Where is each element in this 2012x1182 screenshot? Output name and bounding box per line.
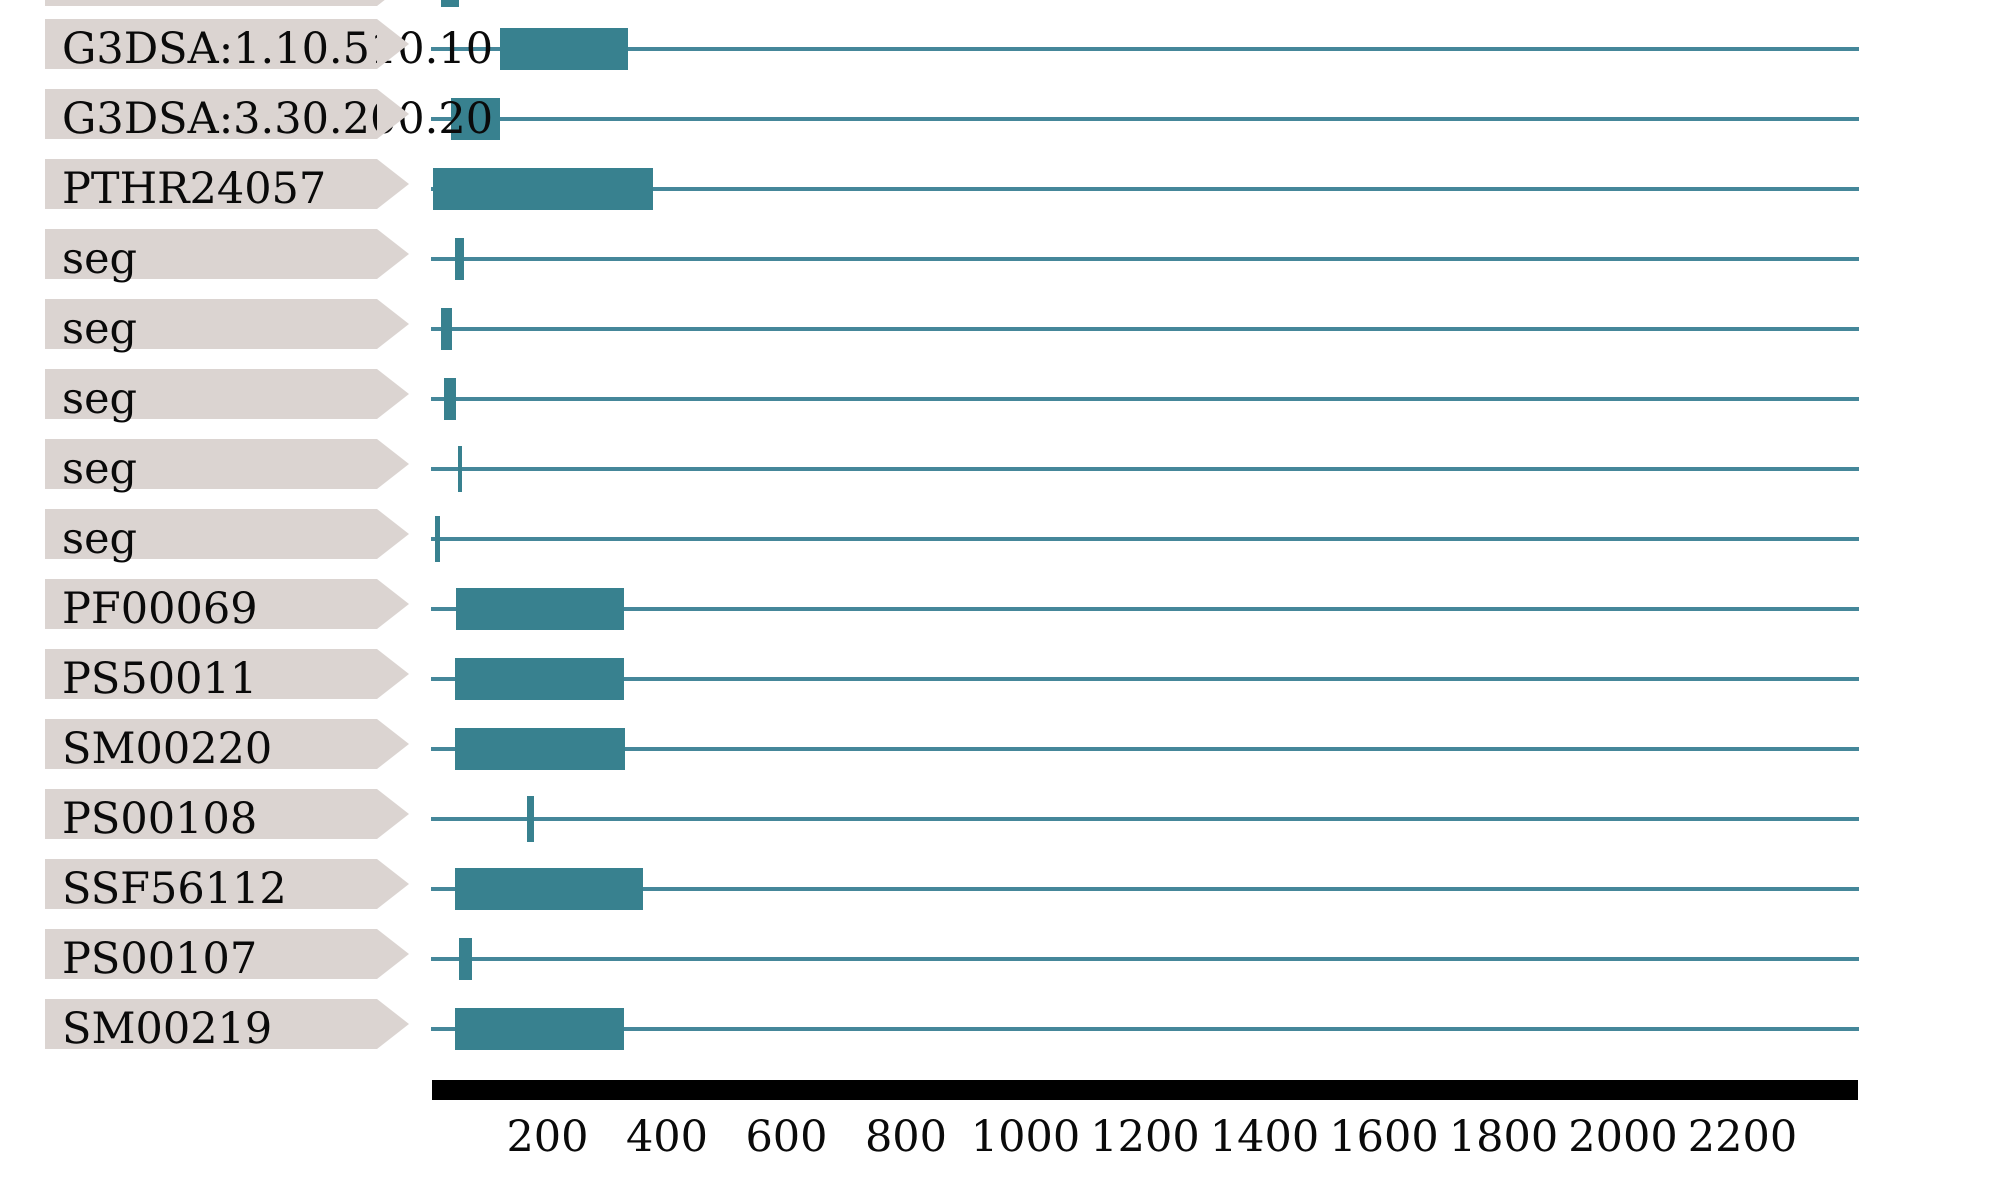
track-label[interactable]: PS50011 — [45, 649, 409, 704]
track-label-arrow-tip-icon — [377, 719, 409, 769]
feature-bar[interactable] — [458, 446, 462, 492]
track-sequence-line — [431, 47, 1859, 51]
track-label-arrow-tip-icon — [377, 159, 409, 209]
track-label[interactable]: SSF56112 — [45, 859, 409, 914]
track-label[interactable] — [45, 0, 409, 6]
feature-bar[interactable] — [454, 238, 465, 280]
feature-bar[interactable] — [451, 98, 501, 140]
track-label-arrow-tip-icon — [377, 649, 409, 699]
track-label[interactable]: SM00220 — [45, 719, 409, 774]
track-label[interactable]: seg — [45, 299, 409, 354]
track-label[interactable]: seg — [45, 229, 409, 284]
axis-tick-label: 1400 — [1209, 1112, 1320, 1162]
feature-bar[interactable] — [433, 168, 654, 210]
track-label-arrow-tip-icon — [377, 299, 409, 349]
track-sequence-line — [431, 957, 1859, 961]
axis-tick-label: 800 — [864, 1112, 948, 1162]
track-sequence-line — [431, 747, 1859, 751]
track-sequence-line — [431, 677, 1859, 681]
feature-bar[interactable] — [454, 658, 624, 700]
axis-tick-label: 400 — [625, 1112, 709, 1162]
track-label-arrow-tip-icon — [377, 999, 409, 1049]
feature-bar[interactable] — [455, 588, 624, 630]
feature-bar[interactable] — [458, 938, 473, 980]
track-label-arrow-tip-icon — [377, 369, 409, 419]
track-sequence-line — [431, 327, 1859, 331]
axis-tick-label: 2200 — [1687, 1112, 1798, 1162]
track-label[interactable]: PTHR24057 — [45, 159, 409, 214]
feature-bar[interactable] — [454, 868, 643, 910]
axis-tick-label: 1600 — [1329, 1112, 1439, 1162]
feature-bar[interactable] — [434, 516, 440, 562]
feature-bar[interactable] — [454, 1008, 624, 1050]
track-sequence-line — [431, 117, 1859, 121]
track-label[interactable]: PS00108 — [45, 789, 409, 844]
track-label-arrow-tip-icon — [377, 789, 409, 839]
axis-tick-label: 200 — [506, 1112, 589, 1162]
track-sequence-line — [431, 1027, 1859, 1031]
track-sequence-line — [431, 607, 1859, 611]
track-sequence-line — [431, 887, 1859, 891]
track-sequence-line — [431, 257, 1859, 261]
track-label[interactable]: seg — [45, 439, 409, 494]
track-label-arrow-tip-icon — [377, 509, 409, 559]
track-label-arrow-tip-icon — [377, 19, 409, 69]
axis-tick-label: 600 — [745, 1112, 828, 1162]
track-label[interactable]: SM00219 — [45, 999, 409, 1054]
track-label-arrow-tip-icon — [377, 0, 409, 6]
track-label[interactable]: G3DSA:1.10.510.10 — [45, 19, 493, 74]
axis-tick-label: 1200 — [1090, 1112, 1200, 1162]
track-label[interactable]: seg — [45, 369, 409, 424]
track-sequence-line — [431, 537, 1859, 541]
axis-bar — [432, 1080, 1858, 1100]
feature-bar[interactable] — [443, 378, 456, 420]
feature-bar[interactable] — [527, 796, 535, 842]
track-sequence-line — [431, 397, 1859, 401]
track-label[interactable]: PF00069 — [45, 579, 409, 634]
feature-bar[interactable] — [440, 308, 452, 350]
feature-bar[interactable] — [440, 0, 459, 7]
track-label-arrow-tip-icon — [377, 859, 409, 909]
track-sequence-line — [431, 817, 1859, 821]
track-label-arrow-tip-icon — [377, 579, 409, 629]
track-label[interactable]: G3DSA:3.30.200.20 — [45, 89, 493, 144]
track-label[interactable]: seg — [45, 509, 409, 564]
axis-tick-label: 2000 — [1568, 1112, 1678, 1162]
track-label-arrow-tip-icon — [377, 439, 409, 489]
track-sequence-line — [431, 187, 1859, 191]
track-label-arrow-tip-icon — [377, 89, 409, 139]
track-label[interactable]: PS00107 — [45, 929, 409, 984]
track-sequence-line — [431, 467, 1859, 471]
axis-tick-label: 1800 — [1448, 1112, 1559, 1162]
feature-bar[interactable] — [454, 728, 625, 770]
axis-tick-label: 1000 — [970, 1112, 1081, 1162]
track-label-arrow-tip-icon — [377, 929, 409, 979]
feature-bar[interactable] — [500, 28, 628, 70]
track-label-arrow-tip-icon — [377, 229, 409, 279]
